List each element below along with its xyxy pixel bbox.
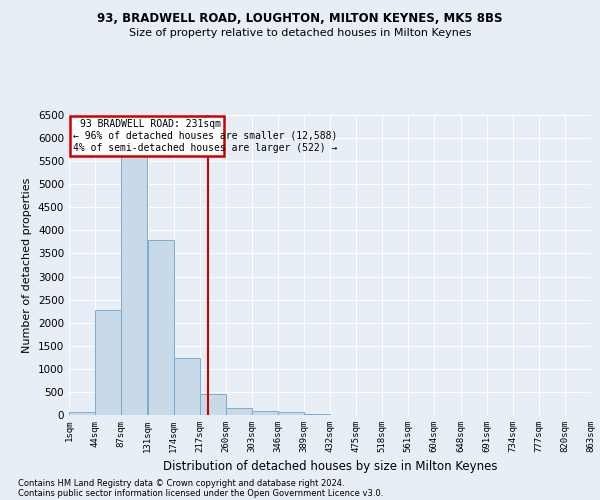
Bar <box>278 412 304 415</box>
FancyBboxPatch shape <box>70 116 224 156</box>
Text: 93, BRADWELL ROAD, LOUGHTON, MILTON KEYNES, MK5 8BS: 93, BRADWELL ROAD, LOUGHTON, MILTON KEYN… <box>97 12 503 26</box>
Bar <box>121 148 147 415</box>
Text: Contains public sector information licensed under the Open Government Licence v3: Contains public sector information licen… <box>18 488 383 498</box>
Y-axis label: Number of detached properties: Number of detached properties <box>22 178 32 352</box>
Text: 4% of semi-detached houses are larger (522) →: 4% of semi-detached houses are larger (5… <box>73 142 338 152</box>
X-axis label: Distribution of detached houses by size in Milton Keynes: Distribution of detached houses by size … <box>163 460 497 473</box>
Bar <box>69 412 95 415</box>
Bar <box>200 394 226 415</box>
Bar <box>174 358 200 415</box>
Bar <box>148 240 174 415</box>
Bar <box>226 408 252 415</box>
Text: 93 BRADWELL ROAD: 231sqm: 93 BRADWELL ROAD: 231sqm <box>80 119 221 129</box>
Bar <box>304 414 330 415</box>
Text: Contains HM Land Registry data © Crown copyright and database right 2024.: Contains HM Land Registry data © Crown c… <box>18 478 344 488</box>
Text: ← 96% of detached houses are smaller (12,588): ← 96% of detached houses are smaller (12… <box>73 131 338 141</box>
Bar <box>95 310 121 415</box>
Bar <box>252 410 278 415</box>
Text: Size of property relative to detached houses in Milton Keynes: Size of property relative to detached ho… <box>129 28 471 38</box>
